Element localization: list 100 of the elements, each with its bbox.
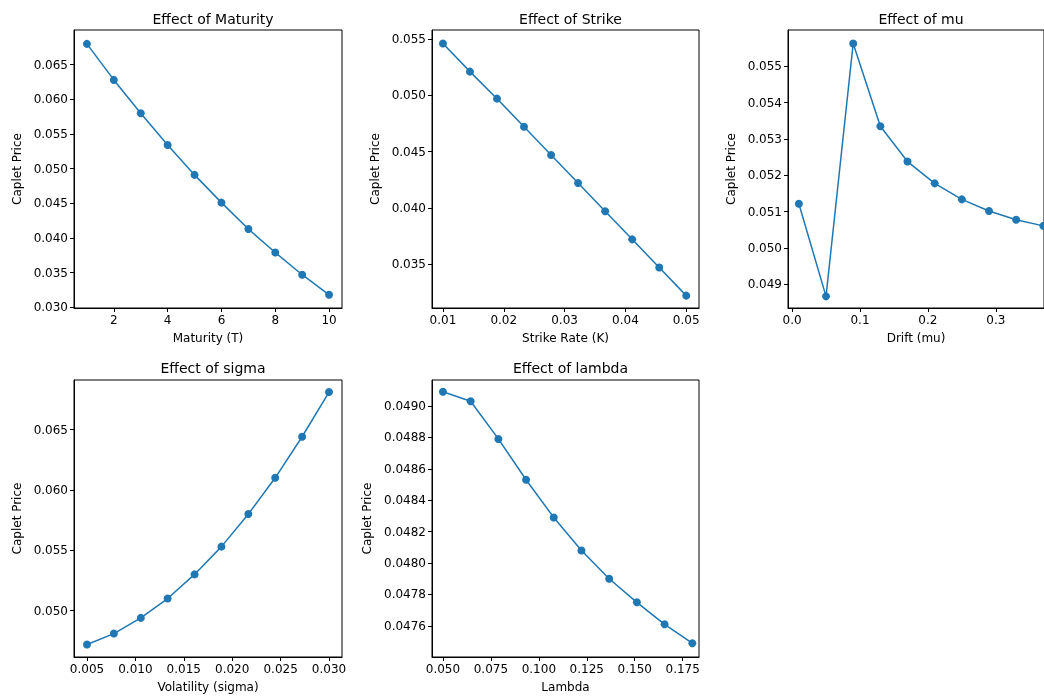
point xyxy=(438,39,447,48)
y-tick-label: 0.050 xyxy=(33,161,68,176)
x-tick-label: 4 xyxy=(163,313,172,327)
x-tick-label: 0.100 xyxy=(521,662,557,676)
y-tick-label: 0.0482 xyxy=(384,524,426,539)
point xyxy=(605,574,614,583)
x-axis-title: Maturity (T) xyxy=(172,331,244,345)
point xyxy=(493,94,502,103)
chart-title: Effect of sigma xyxy=(160,360,266,376)
y-tick-label: 0.035 xyxy=(33,265,68,280)
y-tick-label: 0.0480 xyxy=(384,556,426,571)
y-tick-label: 0.054 xyxy=(747,95,782,110)
x-tick-label: 10 xyxy=(321,313,337,327)
point xyxy=(466,397,475,406)
x-axis-title: Volatility (sigma) xyxy=(157,680,259,694)
point xyxy=(163,141,172,150)
point xyxy=(298,270,307,279)
point xyxy=(655,263,664,272)
x-tick-label: 0.3 xyxy=(986,313,1006,327)
point xyxy=(244,510,253,519)
y-tick-label: 0.030 xyxy=(33,300,68,315)
x-tick-label: 0.2 xyxy=(918,313,938,327)
y-axis-title: Caplet Price xyxy=(9,482,24,555)
chart-title: Effect of Maturity xyxy=(152,11,274,27)
x-tick-label: 0.050 xyxy=(425,662,461,676)
x-tick-label: 0.010 xyxy=(118,662,153,676)
y-tick-label: 0.040 xyxy=(33,230,68,245)
point xyxy=(217,542,226,551)
point xyxy=(465,67,474,76)
x-tick-label: 0.02 xyxy=(490,313,518,327)
point xyxy=(688,639,697,648)
point xyxy=(109,629,118,638)
x-tick-label: 0.005 xyxy=(69,662,105,676)
x-tick-label: 0.175 xyxy=(665,662,700,676)
x-tick-label: 0.030 xyxy=(311,662,347,676)
y-tick-label: 0.060 xyxy=(33,482,68,497)
y-axis-title: Caplet Price xyxy=(723,133,738,205)
x-tick-label: 0.0 xyxy=(782,313,802,327)
point xyxy=(574,179,583,188)
x-axis-title: Lambda xyxy=(541,680,590,694)
x-tick-label: 0.01 xyxy=(429,313,457,327)
y-tick-label: 0.055 xyxy=(33,543,68,558)
point xyxy=(849,39,858,48)
x-tick-label: 0.150 xyxy=(617,662,652,676)
point xyxy=(494,434,503,443)
point xyxy=(628,235,637,244)
point xyxy=(903,157,912,166)
point xyxy=(547,150,556,159)
x-tick-label: 0.015 xyxy=(166,662,201,676)
y-tick-label: 0.060 xyxy=(33,92,68,107)
point xyxy=(217,198,226,207)
y-tick-label: 0.052 xyxy=(747,168,782,183)
y-tick-label: 0.045 xyxy=(391,144,426,159)
x-tick-label: 0.020 xyxy=(215,662,250,676)
point xyxy=(957,195,966,204)
x-tick-label: 8 xyxy=(271,313,280,327)
y-tick-label: 0.0476 xyxy=(384,618,426,633)
point xyxy=(438,387,447,396)
x-tick-label: 0.125 xyxy=(569,662,604,676)
x-tick-label: 0.075 xyxy=(473,662,509,676)
x-tick-label: 0.03 xyxy=(551,313,578,327)
point xyxy=(1012,215,1021,224)
y-tick-label: 0.0488 xyxy=(384,430,426,445)
point xyxy=(244,224,253,233)
point xyxy=(136,613,145,622)
point xyxy=(298,432,307,441)
x-tick-label: 2 xyxy=(110,313,118,327)
y-tick-label: 0.035 xyxy=(391,257,426,272)
y-tick-label: 0.045 xyxy=(33,196,68,211)
point xyxy=(682,291,691,300)
point xyxy=(271,473,280,482)
y-tick-label: 0.049 xyxy=(747,277,782,292)
point xyxy=(930,179,939,188)
x-tick-label: 0.1 xyxy=(850,313,870,327)
chart-title: Effect of mu xyxy=(878,11,964,27)
point xyxy=(985,206,993,215)
point xyxy=(82,640,91,649)
x-tick-label: 6 xyxy=(217,313,226,327)
point xyxy=(822,292,831,301)
chart-title: Effect of lambda xyxy=(512,360,629,376)
point xyxy=(271,248,280,257)
point xyxy=(520,122,529,131)
point xyxy=(190,170,199,179)
y-axis-title: Caplet Price xyxy=(9,133,24,205)
point xyxy=(190,570,199,579)
x-tick-label: 0.05 xyxy=(672,313,700,327)
point xyxy=(109,75,118,84)
y-tick-label: 0.0486 xyxy=(384,461,426,476)
y-tick-label: 0.0478 xyxy=(384,587,426,602)
point xyxy=(82,39,91,48)
y-tick-label: 0.050 xyxy=(391,88,426,103)
x-tick-label: 0.025 xyxy=(263,662,298,676)
y-axis-title: Caplet Price xyxy=(367,133,382,205)
y-tick-label: 0.065 xyxy=(33,57,68,72)
point xyxy=(549,513,558,522)
y-tick-label: 0.053 xyxy=(747,132,782,147)
y-tick-label: 0.051 xyxy=(747,204,782,219)
x-axis-title: Strike Rate (K) xyxy=(522,331,609,345)
x-axis-title: Drift (mu) xyxy=(886,331,946,345)
chart-title: Effect of Strike xyxy=(519,11,622,27)
